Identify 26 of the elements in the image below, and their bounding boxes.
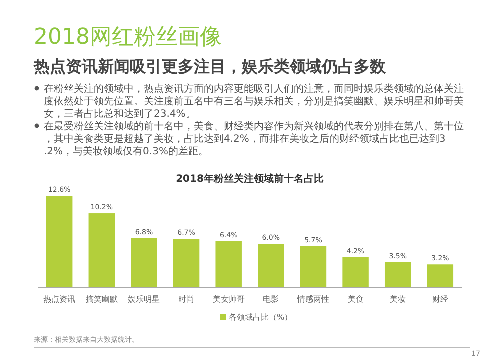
bar <box>300 246 327 288</box>
bar <box>216 241 242 288</box>
x-tick-label: 电影 <box>263 295 280 304</box>
text: 在粉丝关注的领域中，热点资讯方面的内容更能吸引人们的注意，而同时娱乐类领域的总体关注度依然处于领先位置。关注度前五名中有三名与娱乐相关，分别是搞笑幽默、娱乐明星和帅哥美女，三者占比总和达到了23.4%。 <box>44 83 464 120</box>
bar <box>342 257 369 288</box>
chart-subtitle: 热点资讯新闻吸引更多注目，娱乐类领域仍占多数 <box>33 57 387 76</box>
text: 2018年粉丝关注领域前十名占比 <box>176 173 324 185</box>
x-tick-label: 财经 <box>432 295 448 304</box>
legend-label: 各领域占比（%） <box>229 313 293 322</box>
x-tick-label: 情感两性 <box>296 295 330 304</box>
x-tick-label: 时尚 <box>178 295 195 304</box>
bar <box>46 196 73 288</box>
x-tick-label: 美食 <box>348 295 364 304</box>
bar <box>427 264 454 288</box>
bar <box>173 239 200 288</box>
text: 在最受粉丝关注领域的前十名中，美食、财经类内容作为新兴领域的代表分别排在第八、第十位，其中美食类更是超越了美妆，占比达到4.2%，而排在美妆之后的财经领域占比也已达到3.2%，与美妆领域仅有0.3%的差距。 <box>44 120 464 158</box>
bar <box>88 214 116 288</box>
x-tick-label: 搞笑幽默 <box>86 295 118 304</box>
x-tick-label: 美女帅哥 <box>212 295 245 304</box>
x-tick-label: 娱乐明星 <box>128 295 160 304</box>
x-tick-label: 热点资讯 <box>44 295 76 304</box>
bar <box>258 244 284 288</box>
bar <box>384 262 412 288</box>
chart-title: 2018网红粉丝画像 <box>34 25 222 50</box>
bar <box>131 238 158 288</box>
x-tick-label: 美妆 <box>390 295 406 304</box>
